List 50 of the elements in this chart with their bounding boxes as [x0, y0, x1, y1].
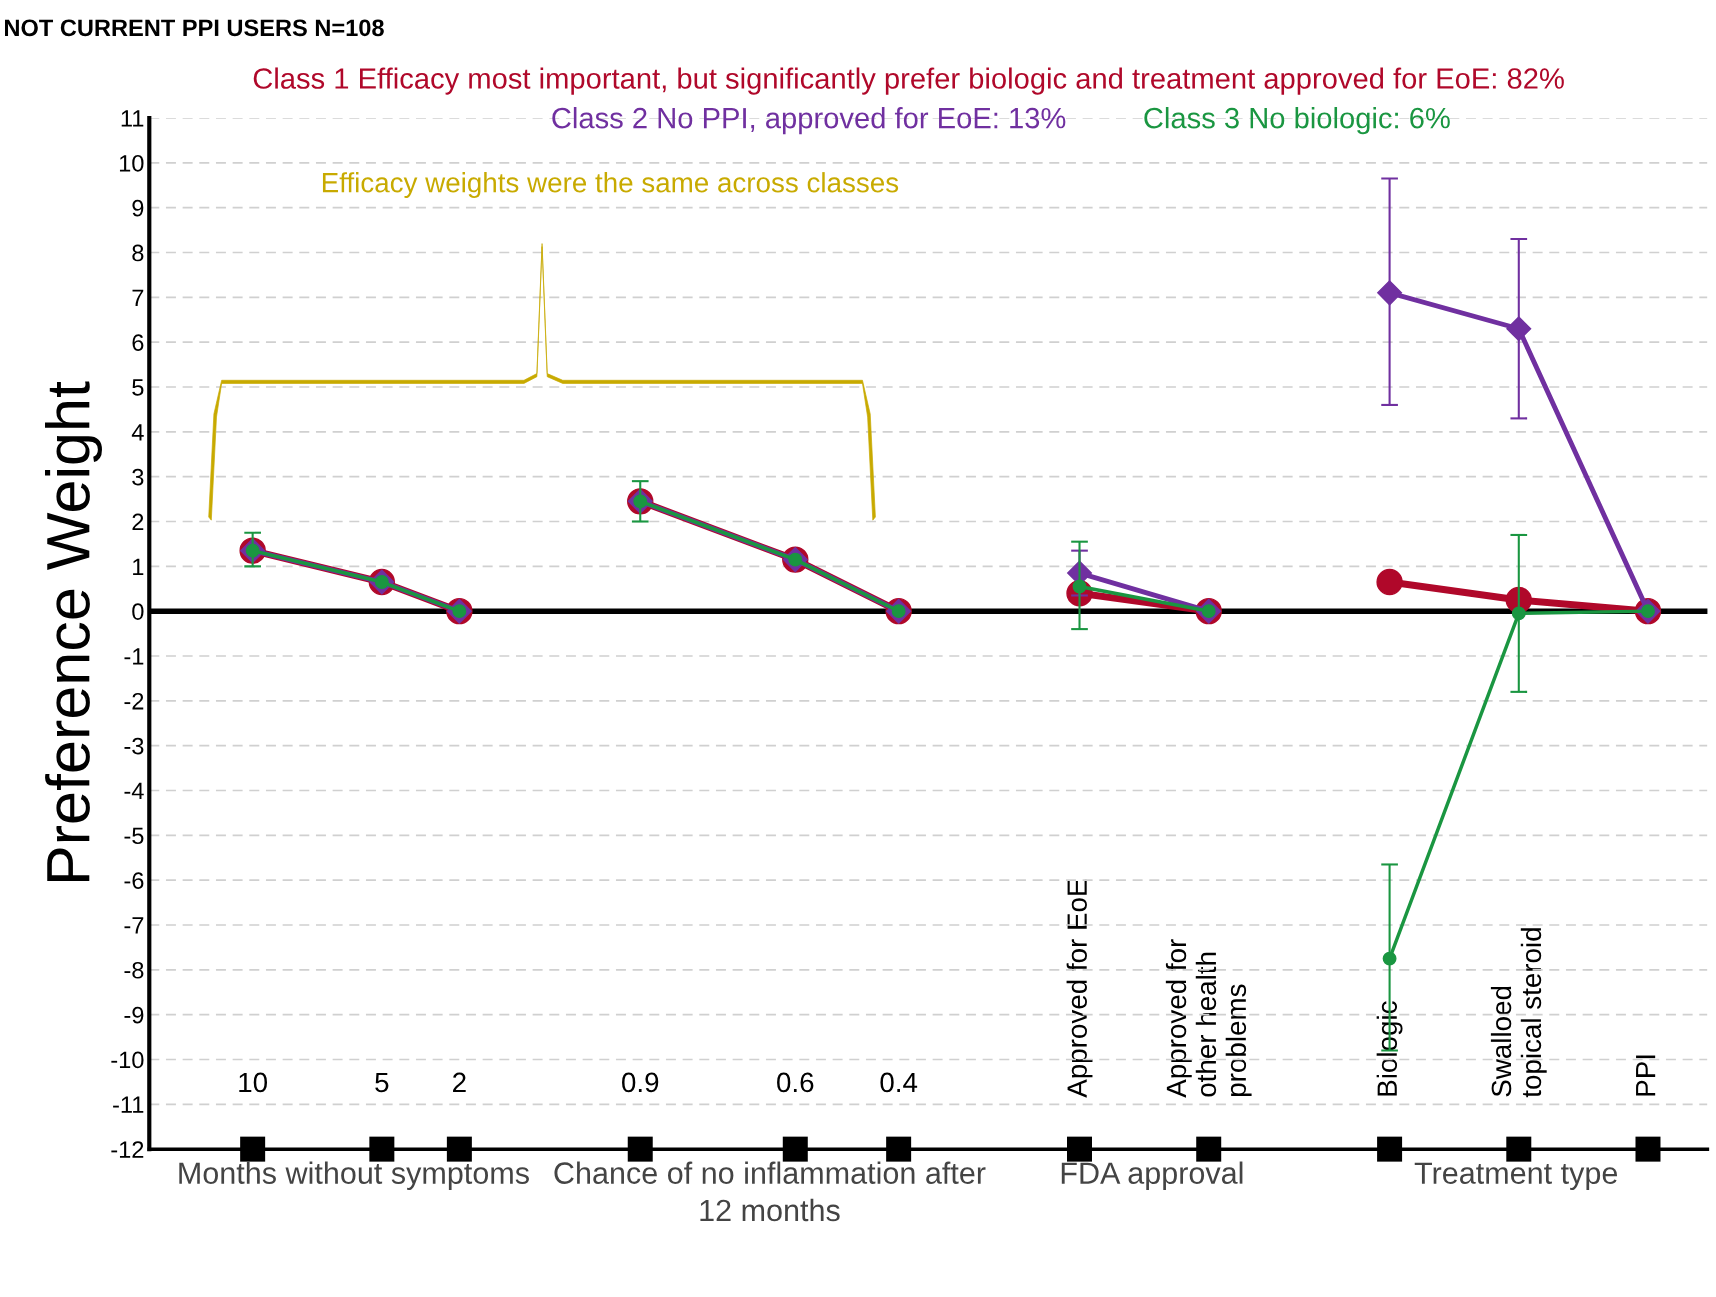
text: Months without symptoms	[179, 1161, 529, 1190]
y-tick-label: 4	[131, 424, 144, 441]
y-tick-label: -11	[113, 1096, 144, 1113]
chart-title: NOT CURRENT PPI USERS N=108	[5, 19, 384, 37]
x-tick-label: 5	[375, 1072, 389, 1093]
annotation: Class 3 No biologic: 6%	[1144, 107, 1450, 135]
y-tick-label: 6	[132, 334, 144, 351]
y-tick-label: -8	[124, 961, 144, 979]
y-tick-label: -7	[124, 917, 144, 934]
text: Treatment type	[1414, 1162, 1618, 1190]
text: FDA approval	[1061, 1161, 1243, 1190]
y-tick-label: 0	[132, 603, 144, 620]
y-tick-label: -2	[124, 692, 144, 710]
x-tick-label: Approved for EoE	[1066, 879, 1093, 1098]
point	[1382, 951, 1397, 966]
y-tick-label: 8	[132, 244, 144, 262]
x-tick-label: Approved for other health problems	[1165, 939, 1252, 1098]
y-tick-label: -9	[124, 1006, 144, 1024]
text: Class 1 Efficacy most important, but significantly prefer biologic and treatment approved for EoE: 82%	[253, 67, 1564, 95]
y-tick-label: 10	[119, 154, 144, 172]
x-tick-label: 0.9	[622, 1072, 659, 1093]
y-tick-label: 3	[132, 468, 144, 486]
x-tick-label: 2	[453, 1072, 466, 1092]
y-tick-label: -5	[124, 827, 144, 845]
y-tick-label: 2	[132, 513, 144, 531]
y-tick-label: -6	[124, 872, 144, 889]
x-tick-label: 0.4	[880, 1072, 918, 1093]
y-tick-label: -10	[111, 1051, 144, 1069]
point	[1376, 568, 1403, 596]
y-tick-label: 11	[121, 110, 144, 127]
text: Chance of no inflammation after 12 months	[554, 1161, 986, 1222]
y-tick-label: 1	[133, 558, 144, 575]
annotation: Class 2 No PPI, approved for EoE: 13%	[552, 107, 1066, 135]
y-tick-label: -3	[124, 737, 144, 755]
y-tick-label: -12	[111, 1141, 144, 1158]
point	[1377, 280, 1403, 306]
y-axis-title: Preference Weight	[45, 381, 102, 882]
x-tick-label: Biologic	[1376, 1001, 1403, 1096]
y-tick-label: -4	[124, 782, 144, 800]
x-tick-label: 0.6	[777, 1072, 814, 1093]
y-tick-label: 5	[132, 379, 144, 396]
x-tick-label: 10	[239, 1072, 268, 1093]
point	[1511, 606, 1526, 621]
x-tick-label: Swalloed topical steroid	[1490, 928, 1547, 1098]
point	[1506, 316, 1532, 342]
y-tick-label: -1	[124, 648, 144, 665]
x-tick-label: PPI	[1636, 1055, 1656, 1096]
y-tick-label: 9	[132, 199, 144, 217]
y-tick-label: 7	[132, 289, 144, 306]
annotation: Efficacy weights were the same across classes	[322, 172, 899, 198]
